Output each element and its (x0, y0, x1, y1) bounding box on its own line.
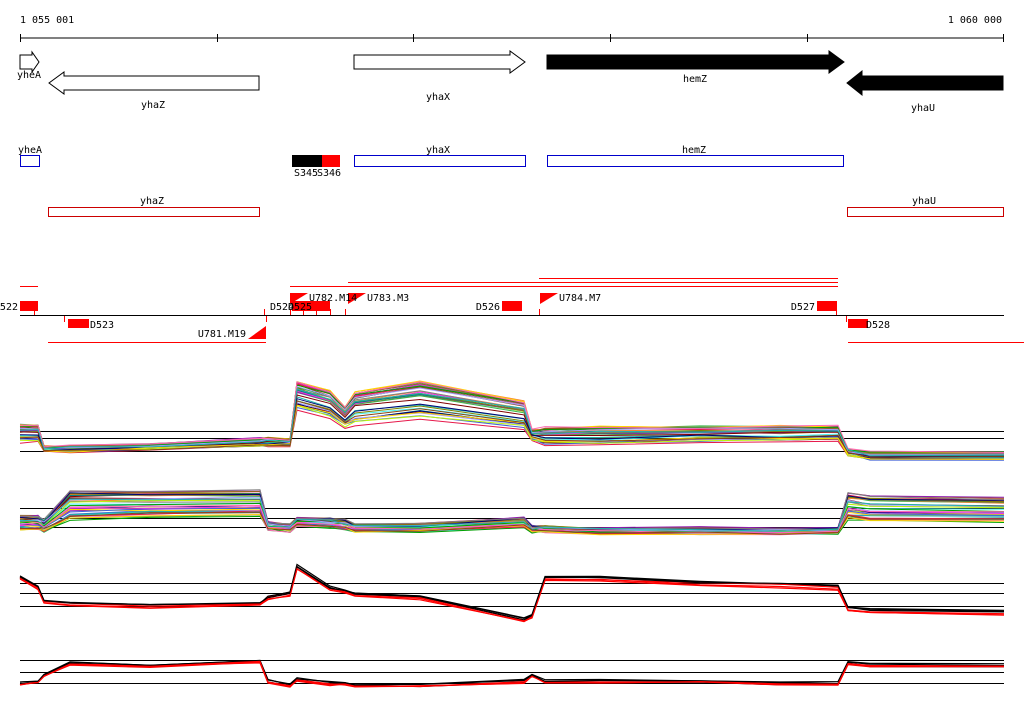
expression-line (19, 568, 1005, 623)
feature-label-u781: U781.M19 (198, 329, 246, 340)
expression-line (19, 388, 1005, 455)
transcript-hemZ[interactable]: hemZ (547, 145, 844, 167)
feature-label-u782: U782.M14 (309, 293, 357, 304)
feature-track: D522 D524 D525 U782.M14 U783.M3 D526 U78… (0, 278, 1024, 343)
feature-label-d522: D522 (0, 302, 18, 313)
feature-label-d528: D528 (866, 320, 890, 331)
segment-track: S345 S346 (292, 155, 341, 179)
ruler: 1 055 001 1 060 000 (20, 15, 1004, 42)
feature-block-d528[interactable] (848, 319, 868, 328)
expression-line (19, 566, 1005, 621)
gene-label: yhaZ (141, 100, 165, 111)
feature-range-lines (20, 278, 1024, 343)
expression-line (19, 512, 1005, 535)
feature-flag-u781[interactable] (248, 326, 266, 339)
feature-flag-u784[interactable] (540, 293, 558, 304)
feature-block-d527[interactable] (817, 301, 837, 311)
gene-yhaU[interactable]: yhaU (846, 69, 1004, 114)
feature-label-d523: D523 (90, 320, 114, 331)
feature-label-u784: U784.M7 (559, 293, 601, 304)
transcript-label: yhaU (912, 196, 936, 207)
feature-labels: D522 D524 D525 U782.M14 U783.M3 D526 U78… (0, 293, 890, 340)
transcript-yhaZ[interactable]: yhaZ (48, 196, 260, 217)
expression-line (19, 404, 1005, 460)
expression-panel-1 (19, 380, 1005, 461)
ruler-ticks (20, 34, 1004, 42)
gene-label: hemZ (683, 74, 707, 85)
expression-lines (19, 489, 1005, 536)
gene-label: yhaX (426, 92, 450, 103)
gene-hemZ[interactable]: hemZ (546, 50, 845, 85)
feature-flag-u782[interactable] (290, 293, 308, 304)
transcript-yhaU[interactable]: yhaU (847, 196, 1004, 217)
transcript-minus-track: yhaZ yhaU (48, 196, 1004, 217)
expression-line (19, 659, 1005, 686)
expression-line (19, 504, 1005, 534)
feature-block-d523[interactable] (68, 319, 89, 328)
feature-block-d526[interactable] (502, 301, 522, 311)
segment-label-s345: S345 (294, 168, 318, 179)
gene-label: yhaU (911, 103, 935, 114)
expression-lines (19, 380, 1005, 461)
expression-lines (19, 659, 1005, 688)
transcript-yhaX[interactable]: yhaX (354, 145, 526, 167)
expression-line (19, 400, 1005, 458)
transcript-label: hemZ (682, 145, 706, 156)
expression-line (19, 381, 1005, 453)
feature-flag-u783[interactable] (348, 293, 366, 304)
expression-line (19, 660, 1005, 688)
feature-label-u783: U783.M3 (367, 293, 409, 304)
expression-line (19, 498, 1005, 532)
gene-label: yheA (17, 70, 41, 81)
ruler-start-label: 1 055 001 (20, 15, 74, 26)
ruler-end-label: 1 060 000 (948, 15, 1002, 26)
expression-lines (19, 563, 1005, 623)
feature-block-d524[interactable] (292, 301, 312, 311)
feature-label-d527: D527 (791, 302, 815, 313)
expression-panel-3 (19, 563, 1005, 623)
transcript-yheA[interactable]: yheA (18, 145, 42, 167)
segment-label-s346: S346 (317, 168, 341, 179)
gene-track: yheA yhaZ yhaX hemZ yhaU (17, 50, 1004, 114)
transcript-label: yhaX (426, 145, 450, 156)
expression-line (19, 388, 1005, 457)
expression-panel-4 (19, 659, 1005, 688)
expression-line (19, 563, 1005, 619)
reference-lines (20, 583, 1004, 607)
transcript-label: yheA (18, 145, 42, 156)
gene-yheA[interactable]: yheA (17, 50, 41, 81)
expression-line (19, 567, 1005, 622)
feature-brackets (34, 309, 847, 322)
feature-blocks (20, 293, 868, 339)
feature-block-d522[interactable] (20, 301, 38, 311)
segment-block-s346[interactable] (322, 155, 340, 167)
feature-label-d526: D526 (476, 302, 500, 313)
transcript-plus-track: yheA yhaX hemZ (18, 145, 844, 167)
gene-yhaX[interactable]: yhaX (353, 50, 526, 103)
transcript-label: yhaZ (140, 196, 164, 207)
expression-panel-2 (19, 489, 1005, 536)
feature-label-d524: D524 (270, 302, 294, 313)
feature-block-d525[interactable] (312, 301, 330, 311)
expression-line (19, 384, 1005, 453)
expression-line (19, 489, 1005, 530)
gene-yhaZ[interactable]: yhaZ (48, 71, 260, 111)
segment-block-s345[interactable] (292, 155, 322, 167)
feature-label-d525: D525 (288, 302, 312, 313)
